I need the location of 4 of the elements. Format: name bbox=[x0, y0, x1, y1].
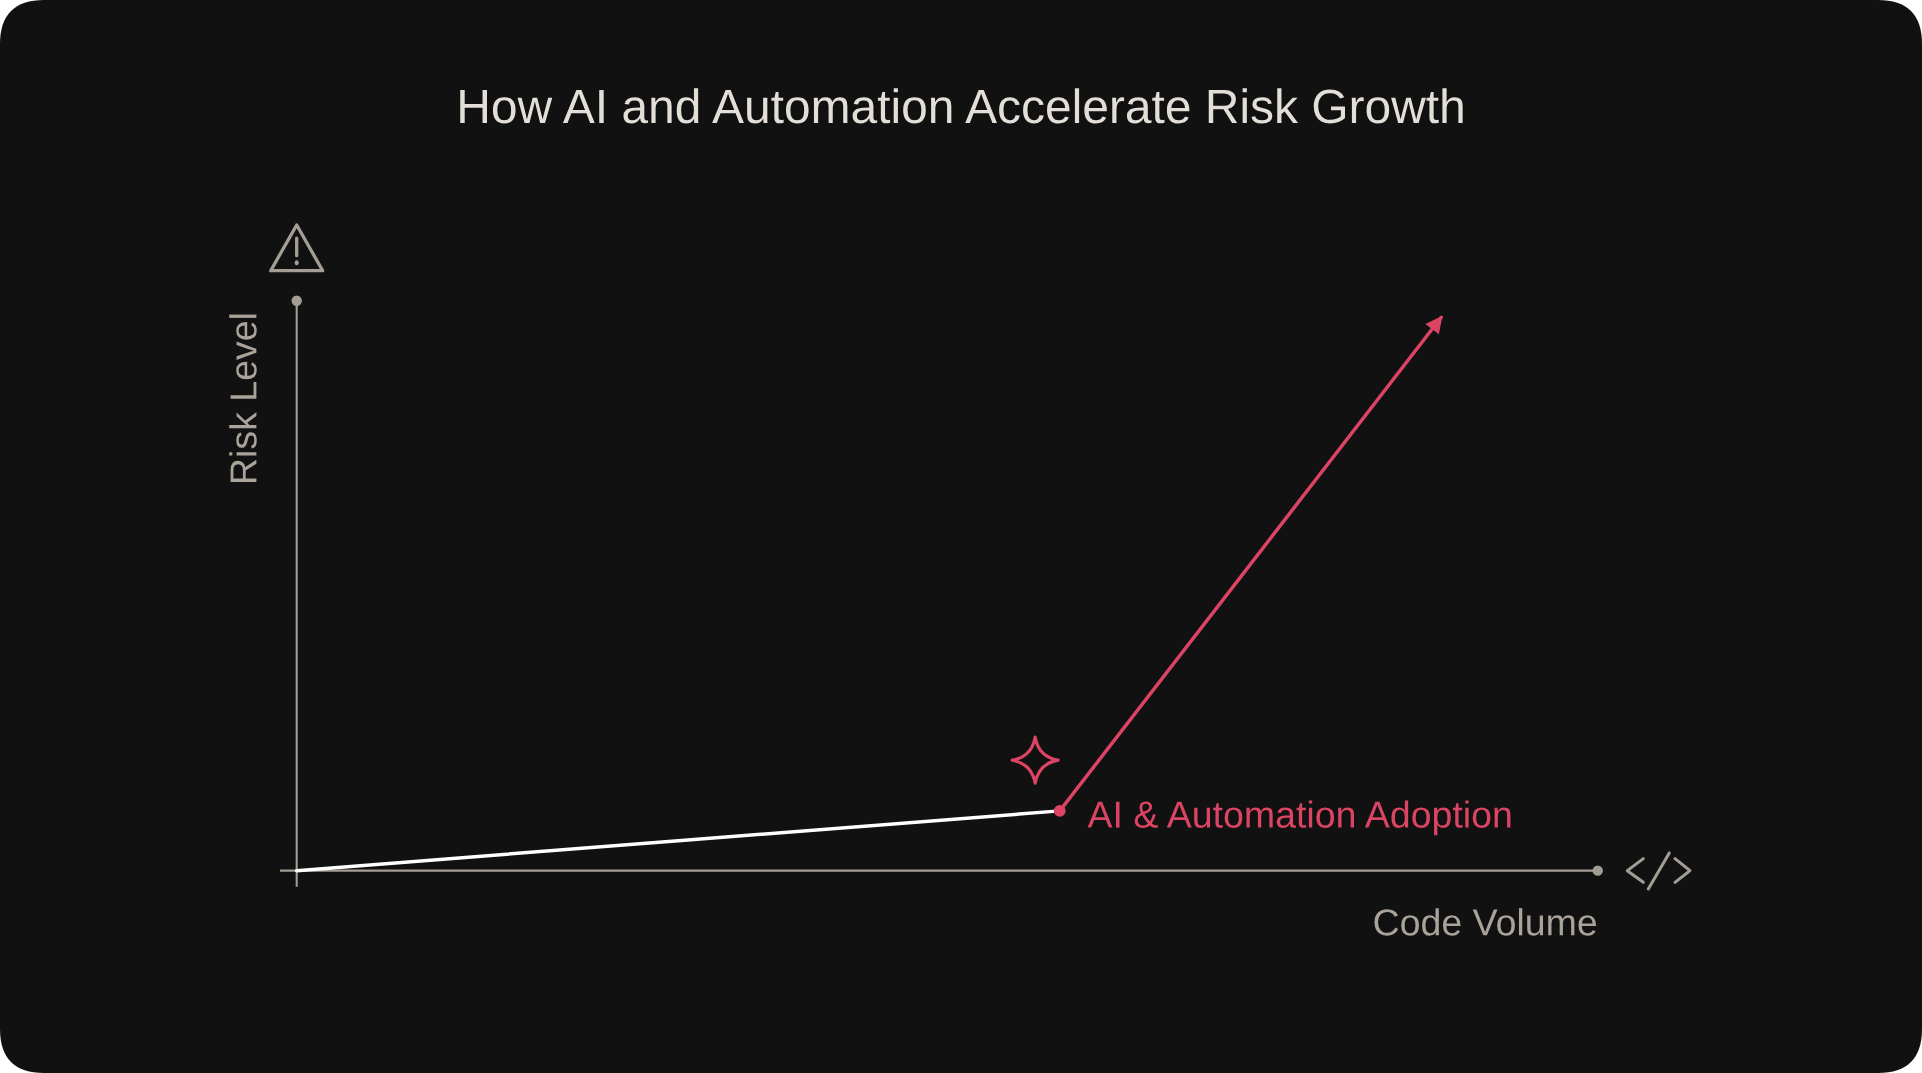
chart-title: How AI and Automation Accelerate Risk Growth bbox=[460, 88, 1463, 124]
x-axis-title: Code Volume bbox=[1374, 908, 1597, 936]
y-axis-title: Risk Level bbox=[229, 314, 257, 482]
series-label: AI & Automation Adoption bbox=[1087, 800, 1511, 836]
